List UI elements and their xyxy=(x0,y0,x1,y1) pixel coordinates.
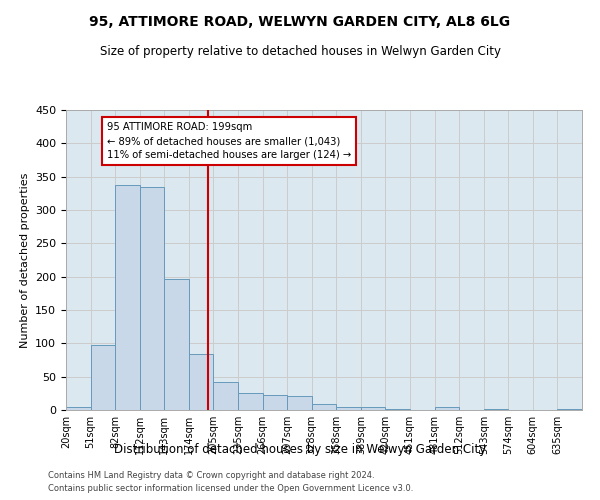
Bar xyxy=(434,408,459,410)
Text: Contains public sector information licensed under the Open Government Licence v3: Contains public sector information licen… xyxy=(48,484,413,493)
Bar xyxy=(91,346,115,410)
Bar xyxy=(557,408,582,410)
Y-axis label: Number of detached properties: Number of detached properties xyxy=(20,172,29,348)
Bar xyxy=(140,186,164,410)
Bar xyxy=(238,394,263,410)
Bar xyxy=(361,408,385,410)
Text: Distribution of detached houses by size in Welwyn Garden City: Distribution of detached houses by size … xyxy=(114,444,486,456)
Text: Size of property relative to detached houses in Welwyn Garden City: Size of property relative to detached ho… xyxy=(100,45,500,58)
Bar xyxy=(312,404,336,410)
Text: 95, ATTIMORE ROAD, WELWYN GARDEN CITY, AL8 6LG: 95, ATTIMORE ROAD, WELWYN GARDEN CITY, A… xyxy=(89,15,511,29)
Bar xyxy=(115,184,140,410)
Bar xyxy=(164,278,189,410)
Bar xyxy=(385,408,410,410)
Text: 95 ATTIMORE ROAD: 199sqm
← 89% of detached houses are smaller (1,043)
11% of sem: 95 ATTIMORE ROAD: 199sqm ← 89% of detach… xyxy=(107,122,352,160)
Bar xyxy=(263,394,287,410)
Bar xyxy=(189,354,214,410)
Bar xyxy=(214,382,238,410)
Bar xyxy=(66,406,91,410)
Bar xyxy=(287,396,312,410)
Bar xyxy=(336,406,361,410)
Text: Contains HM Land Registry data © Crown copyright and database right 2024.: Contains HM Land Registry data © Crown c… xyxy=(48,470,374,480)
